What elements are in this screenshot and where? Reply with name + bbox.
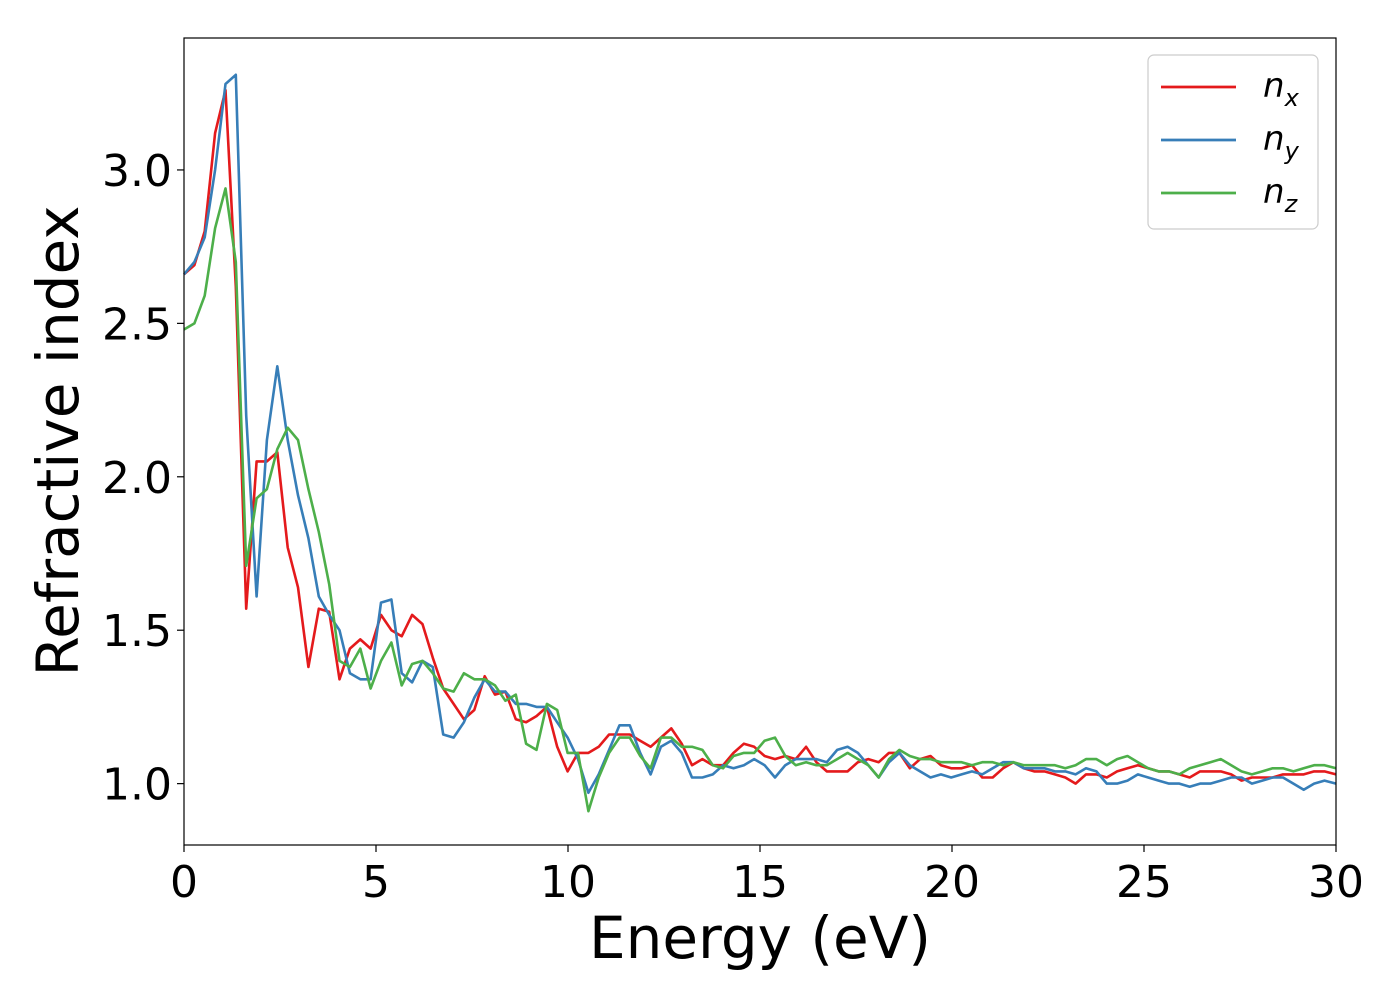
x-tick-label: 25 xyxy=(1116,857,1172,908)
series-layer xyxy=(183,73,1337,813)
y-tick-label: 3.0 xyxy=(102,146,172,197)
series-line-ny xyxy=(183,73,1337,795)
x-axis-title: Energy (eV) xyxy=(589,904,931,972)
plot-background xyxy=(184,38,1336,845)
y-tick-label: 2.5 xyxy=(102,299,172,350)
y-tick-label: 2.0 xyxy=(102,453,172,504)
x-tick-label: 0 xyxy=(170,857,198,908)
legend-box xyxy=(1147,54,1319,230)
x-tick-label: 30 xyxy=(1308,857,1364,908)
x-tick-label: 15 xyxy=(732,857,788,908)
y-axis-ticks: 1.0 1.5 2.0 2.5 3.0 xyxy=(102,146,184,811)
series-line-nz xyxy=(183,187,1337,813)
y-tick-label: 1.0 xyxy=(102,760,172,811)
x-tick-label: 10 xyxy=(540,857,596,908)
y-axis-title: Refractive index xyxy=(24,205,92,676)
y-tick-label: 1.5 xyxy=(102,606,172,657)
x-tick-label: 20 xyxy=(924,857,980,908)
x-tick-label: 5 xyxy=(362,857,390,908)
x-axis-ticks: 0 5 10 15 20 25 30 xyxy=(170,845,1364,908)
